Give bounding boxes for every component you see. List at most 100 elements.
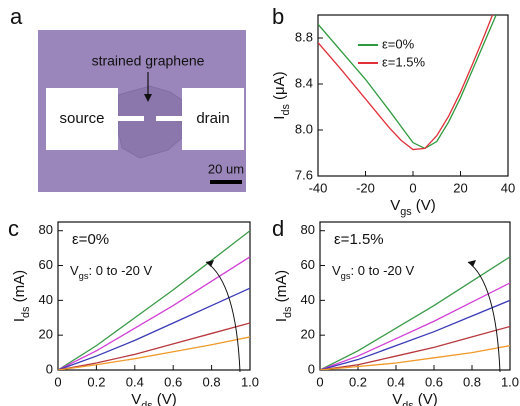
y-axis-label: Ids (mA) (273, 270, 294, 322)
text-part: ds (282, 306, 294, 318)
series-line (58, 336, 250, 370)
y-tick-label: 60 (39, 257, 53, 272)
panel-label: d (272, 216, 284, 241)
panel-label: c (8, 216, 19, 241)
scale-bar (210, 180, 242, 184)
y-tick-label: 7.6 (295, 167, 313, 182)
legend-label: ε=0% (382, 36, 415, 51)
arrow-head (468, 260, 476, 267)
arrow (205, 261, 241, 373)
text-part: (V) (153, 391, 177, 406)
series-line (320, 282, 510, 370)
x-tick-label: 0 (409, 180, 416, 195)
text-part: ds (20, 306, 32, 318)
x-axis-label: Vds (V) (131, 391, 177, 406)
series-line (58, 287, 250, 370)
text-part: gs (79, 271, 89, 281)
y-tick-label: 8.4 (295, 75, 313, 90)
text-part: I (271, 116, 288, 120)
x-tick-label: 40 (501, 180, 515, 195)
annotation: ε=1.5% (334, 231, 384, 248)
text-part: (μA) (271, 71, 288, 104)
series-line (58, 256, 250, 370)
text-part: V (131, 391, 141, 406)
scale-label: 20 um (208, 161, 244, 176)
series-line (320, 256, 510, 370)
text-part: ds (280, 104, 292, 116)
text-part: I (273, 318, 290, 322)
legend-label: ε=1.5% (382, 54, 425, 69)
text-part: : 0 to -20 V (351, 263, 415, 278)
text-part: V (70, 263, 79, 278)
text-part: V (390, 197, 400, 214)
series-line (320, 325, 510, 370)
y-tick-label: 40 (39, 292, 53, 307)
y-tick-label: 40 (301, 292, 315, 307)
series-line (318, 15, 494, 151)
series-line (320, 344, 510, 370)
arrow-head (206, 260, 214, 267)
y-tick-label: 80 (39, 222, 53, 237)
y-tick-label: 60 (301, 257, 315, 272)
x-tick-label: 1.0 (501, 374, 519, 389)
series-line (58, 230, 250, 370)
x-tick-label: 0.8 (463, 374, 481, 389)
y-axis-label: Ids (μA) (271, 71, 292, 119)
text-part: V (392, 391, 402, 406)
y-tick-label: 8.8 (295, 29, 313, 44)
pointer-head (144, 94, 152, 102)
x-tick-label: 1.0 (241, 374, 259, 389)
x-tick-label: 20 (453, 180, 467, 195)
x-tick-label: 0.2 (87, 374, 105, 389)
text-part: (V) (412, 197, 436, 214)
x-tick-label: 0.4 (387, 374, 405, 389)
y-tick-label: 0 (46, 361, 53, 376)
graphene-flake (117, 85, 183, 159)
y-axis-label: Ids (mA) (11, 270, 32, 322)
x-tick-label: 0 (54, 374, 61, 389)
text-part: (mA) (273, 270, 290, 307)
x-tick-label: -20 (356, 180, 375, 195)
drain-label: drain (196, 110, 229, 127)
x-tick-label: -40 (309, 180, 328, 195)
x-tick-label: 0.6 (425, 374, 443, 389)
text-part: (V) (414, 391, 438, 406)
source-label: source (59, 110, 104, 127)
text-part: ds (402, 400, 414, 406)
text-part: : 0 to -20 V (89, 263, 153, 278)
arrow-label: Vgs: 0 to -20 V (70, 263, 152, 281)
source-pad (46, 88, 118, 150)
y-tick-label: 20 (39, 327, 53, 342)
x-axis-label: Vds (V) (392, 391, 438, 406)
plot-frame (57, 221, 251, 371)
drain-lead (156, 116, 182, 121)
x-tick-label: 0.8 (203, 374, 221, 389)
x-tick-label: 0.2 (349, 374, 367, 389)
panel-label: a (10, 4, 23, 29)
annotation: ε=0% (72, 231, 109, 248)
text-part: V (332, 263, 341, 278)
label: strained graphene (92, 53, 205, 69)
text-part: gs (341, 271, 351, 281)
series-line (58, 322, 250, 370)
panel-label: b (272, 4, 284, 29)
text-part: (mA) (11, 270, 28, 307)
y-tick-label: 80 (301, 222, 315, 237)
x-tick-label: 0 (316, 374, 323, 389)
text-part: ds (141, 400, 153, 406)
arrow-label: Vgs: 0 to -20 V (332, 263, 414, 281)
y-tick-label: 8.0 (295, 121, 313, 136)
source-lead (118, 116, 144, 121)
plot-frame (319, 221, 511, 371)
text-part: I (11, 318, 28, 322)
drain-pad (182, 88, 244, 150)
x-tick-label: 0.6 (164, 374, 182, 389)
x-axis-label: Vgs (V) (390, 197, 436, 218)
micrograph: strained graphene source drain 20 um a (10, 4, 246, 192)
y-tick-label: 20 (301, 327, 315, 342)
series-line (318, 15, 497, 150)
text-part: gs (400, 206, 412, 218)
x-tick-label: 0.4 (126, 374, 144, 389)
series-line (320, 299, 510, 370)
